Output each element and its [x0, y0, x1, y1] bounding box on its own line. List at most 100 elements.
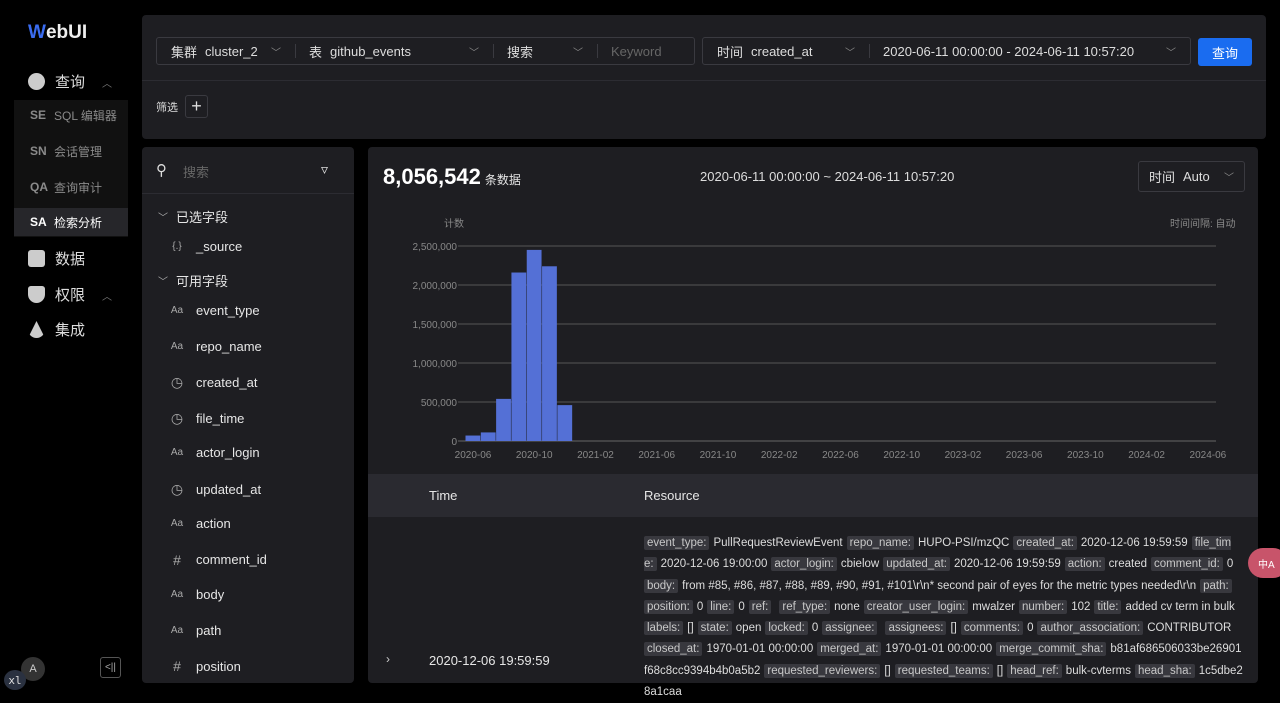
selected-fields-header[interactable]: ﹀ 已选字段 [158, 207, 228, 226]
column-resource[interactable]: Resource [644, 488, 700, 503]
keyword-input[interactable]: Keyword [597, 38, 694, 64]
fields-panel [142, 147, 354, 683]
chevron-up-icon[interactable]: ︿ [102, 79, 112, 90]
histogram-bar [480, 432, 496, 441]
field-item[interactable]: Aa action [166, 516, 231, 531]
field-name: path [196, 622, 222, 638]
available-fields-header[interactable]: ﹀ 可用字段 [158, 271, 228, 290]
resource-value: 2020-12-06 19:59:59 [953, 558, 1061, 571]
chevron-down-icon: ﹀ [271, 47, 281, 59]
submenu-code: SN [30, 144, 47, 158]
interval-value: Auto [1183, 169, 1210, 184]
x-tick-label: 2022-06 [822, 450, 859, 461]
submenu-query-audit[interactable]: QA 查询审计 [14, 173, 128, 201]
resource-value: 102 [1071, 600, 1091, 613]
resource-key: requested_reviewers: [764, 663, 881, 678]
field-name: action [196, 516, 231, 531]
submenu-sql-editor[interactable]: SE SQL 编辑器 [14, 101, 128, 129]
field-item[interactable]: Aa path [166, 623, 221, 638]
histogram-bar [542, 266, 557, 441]
time-label: 时间 [717, 44, 744, 60]
filter-funnel-icon[interactable]: ▿ [321, 161, 329, 177]
nav-query[interactable]: 查询 [28, 71, 85, 92]
resource-value: 1970-01-01 00:00:00 [885, 643, 993, 656]
nav-permissions[interactable]: 权限 [28, 284, 85, 305]
y-tick-label: 2,000,000 [413, 281, 458, 292]
field-item[interactable]: # comment_id [166, 552, 267, 568]
add-filter-button[interactable]: + [185, 95, 208, 118]
search-icon: ⚲ [156, 162, 167, 179]
submenu-label: 检索分析 [54, 215, 103, 230]
field-name: actor_login [196, 445, 260, 460]
resource-value: PullRequestReviewEvent [713, 537, 843, 549]
field-name: position [196, 658, 241, 674]
interval-select[interactable]: 时间 Auto ﹀ [1138, 161, 1245, 192]
x-tick-label: 2023-02 [945, 450, 982, 461]
field-item[interactable]: Aa event_type [166, 303, 260, 318]
x-tick-label: 2021-10 [700, 450, 737, 461]
time-field-select[interactable]: 时间 created_at ﹀ [703, 38, 869, 64]
y-tick-label: 2,500,000 [413, 242, 458, 253]
field-item[interactable]: # position [166, 658, 241, 674]
time-range-picker[interactable]: 2020-06-11 00:00:00 - 2024-06-11 10:57:2… [869, 38, 1190, 64]
filter-label: 筛选 [156, 102, 178, 114]
resource-value: 1970-01-01 00:00:00 [706, 643, 814, 656]
resource-value: 0 [811, 622, 819, 635]
clock-icon: ◷ [170, 374, 184, 390]
resource-key: event_type: [644, 536, 710, 550]
nav-integration[interactable]: 集成 [28, 319, 85, 340]
resource-value: 0 [1226, 558, 1234, 571]
cluster-select[interactable]: 集群 cluster_2 ﹀ [157, 38, 295, 64]
resource-value: [] [996, 664, 1004, 677]
chevron-down-icon: ﹀ [158, 213, 168, 224]
field-item[interactable]: Aa repo_name [166, 339, 262, 354]
y-tick-label: 0 [451, 437, 457, 448]
search-mode-value: 搜索 [507, 44, 534, 60]
histogram-bar [465, 435, 481, 441]
histogram-bar [526, 249, 542, 441]
resource-value: cbielow [840, 558, 880, 571]
field-name: _source [196, 239, 243, 254]
field-item[interactable]: ◷ updated_at [166, 481, 261, 498]
resource-key: ref_type: [779, 599, 831, 614]
resource-value: [] [687, 622, 694, 635]
xl-badge[interactable]: xl [4, 670, 26, 690]
field-item[interactable]: {.} _source [166, 239, 242, 254]
search-mode-select[interactable]: 搜索 ﹀ [493, 38, 597, 64]
histogram-chart[interactable]: 0 500,000 1,000,000 1,500,000 2,000,000 2,500… [368, 230, 1258, 470]
divider [142, 193, 354, 194]
nav-label: 权限 [55, 287, 86, 304]
collapse-sidebar-icon[interactable]: <|| [100, 657, 121, 678]
submenu-search-analysis[interactable]: SA 检索分析 [14, 208, 128, 236]
y-tick-label: 1,000,000 [413, 359, 458, 370]
resource-key: merged_at: [817, 642, 882, 657]
resource-value: 2020-12-06 19:00:00 [660, 558, 768, 571]
table-value: github_events [330, 43, 411, 59]
submenu-sessions[interactable]: SN 会话管理 [14, 137, 128, 165]
interval-label: 时间 [1149, 170, 1176, 185]
chevron-up-icon[interactable]: ︿ [102, 292, 112, 303]
nav-label: 数据 [55, 251, 86, 268]
field-item[interactable]: ◷ created_at [166, 374, 258, 391]
field-item[interactable]: ◷ file_time [166, 410, 245, 427]
field-item[interactable]: Aa actor_login [166, 445, 260, 460]
nav-label: 查询 [55, 74, 86, 91]
field-search-input[interactable]: 搜索 [183, 165, 210, 180]
column-time[interactable]: Time [429, 488, 458, 503]
field-item[interactable]: Aa body [166, 587, 224, 602]
resource-value: bulk-cvterms [1065, 664, 1131, 677]
resource-key: path: [1200, 578, 1232, 593]
table-label: 表 [309, 44, 323, 60]
histogram-bar [496, 398, 511, 441]
resource-value: HUPO-PSI/mzQC [917, 537, 1010, 549]
submenu-code: SA [30, 215, 47, 229]
nav-data[interactable]: 数据 [28, 248, 85, 269]
table-select[interactable]: 表 github_events ﹀ [295, 38, 493, 64]
table-header: Time Resource [368, 474, 1258, 517]
cluster-value: cluster_2 [205, 43, 258, 59]
resource-value: none [834, 600, 860, 613]
query-button[interactable]: 查询 [1198, 38, 1252, 66]
translate-icon[interactable]: 中A [1248, 548, 1280, 578]
submenu-label: 查询审计 [54, 180, 103, 195]
expand-row-icon[interactable]: › [386, 652, 390, 666]
